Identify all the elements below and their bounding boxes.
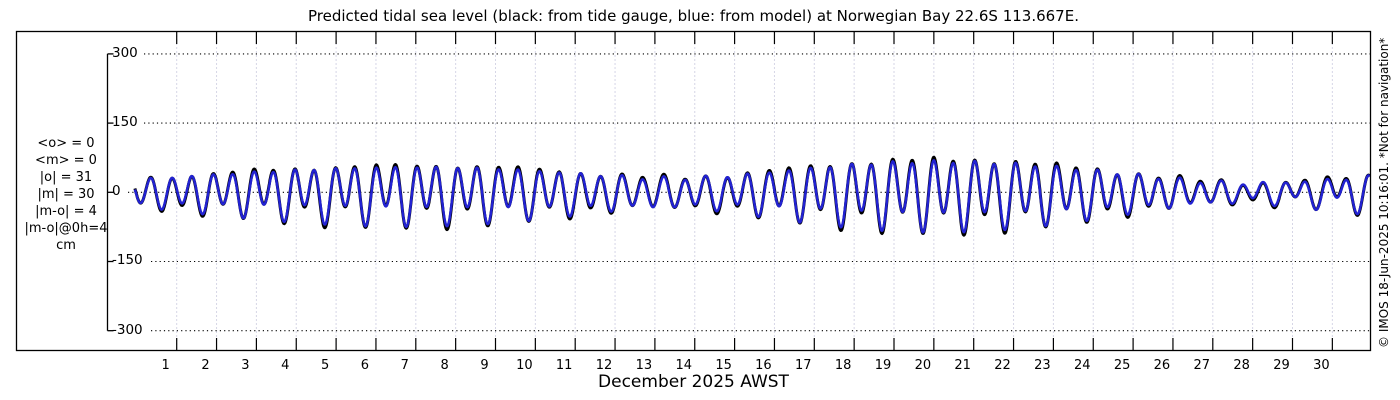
- x-tick-label: 8: [440, 358, 449, 373]
- x-tick-label: 5: [320, 358, 330, 373]
- x-tick-label: 20: [914, 358, 932, 373]
- x-tick-label: 3: [241, 358, 250, 373]
- x-tick-label: 7: [400, 358, 409, 373]
- x-tick-label: 28: [1233, 358, 1250, 373]
- x-tick-label: 29: [1273, 358, 1290, 373]
- x-tick-label: 22: [994, 358, 1011, 373]
- stats-line: |m-o|@0h=4: [24, 221, 108, 236]
- stats-line: cm: [56, 238, 76, 253]
- y-tick-label: 300: [112, 44, 138, 61]
- stats-line: |o| = 31: [39, 170, 93, 185]
- x-tick-label: 10: [516, 358, 533, 373]
- x-tick-label: 11: [555, 358, 573, 373]
- y-tick-label: 150: [112, 114, 138, 131]
- x-tick-label: 4: [281, 358, 290, 373]
- chart-title: Predicted tidal sea level (black: from t…: [308, 7, 1079, 25]
- model-curve: [133, 159, 1371, 234]
- x-tick-label: 24: [1073, 358, 1091, 373]
- x-tick-label: 18: [834, 358, 852, 373]
- stats-block: <o> = 0 <m> = 0 |o| = 31 |m| = 30 |m-o| = 4 |…: [14, 135, 118, 254]
- stats-line: <o> = 0: [37, 136, 95, 151]
- x-tick-label: 9: [480, 358, 489, 373]
- attribution-text: © IMOS 18-Jun-2025 10:16:01. *Not for na…: [1377, 37, 1391, 348]
- x-tick-label: 21: [954, 358, 971, 373]
- x-tick-label: 15: [715, 358, 732, 373]
- x-tick-label: 19: [874, 358, 892, 373]
- x-tick-label: 6: [360, 358, 370, 373]
- x-tick-label: 26: [1153, 358, 1171, 373]
- x-tick-label: 12: [595, 358, 613, 373]
- x-axis-title: December 2025 AWST: [598, 372, 789, 392]
- x-tick-label: 13: [635, 358, 653, 373]
- x-tick-label: 16: [755, 358, 772, 373]
- stats-line: |m| = 30: [37, 187, 95, 202]
- y-tick-label: -150: [112, 252, 143, 269]
- x-tick-label: 14: [675, 358, 693, 373]
- x-tick-label: 27: [1193, 358, 1211, 373]
- stats-line: |m-o| = 4: [35, 204, 97, 219]
- x-tick-label: 25: [1113, 358, 1131, 373]
- stats-line: <m> = 0: [35, 153, 97, 168]
- x-tick-label: 17: [795, 358, 812, 373]
- x-tick-label: 2: [201, 358, 210, 373]
- y-tick-label: 0: [112, 183, 121, 200]
- y-tick-label: -300: [112, 321, 143, 338]
- x-tick-label: 30: [1313, 358, 1330, 373]
- x-tick-label: 23: [1034, 358, 1051, 373]
- plot-frame: [15, 30, 1372, 352]
- x-tick-label: 1: [161, 358, 170, 373]
